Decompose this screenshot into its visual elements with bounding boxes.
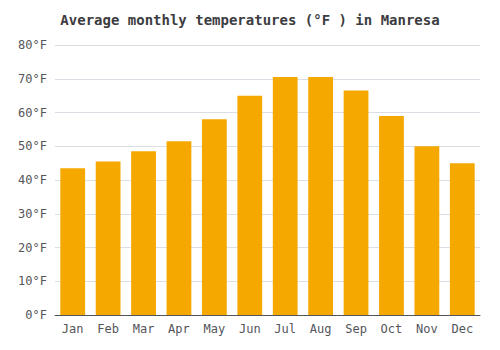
svg-text:70°F: 70°F [18,72,47,86]
svg-text:Average monthly temperatures (: Average monthly temperatures (°F ) in Ma… [60,12,439,28]
svg-text:Dec: Dec [451,322,473,336]
svg-text:Aug: Aug [310,322,332,336]
svg-text:40°F: 40°F [18,173,47,187]
svg-text:20°F: 20°F [18,241,47,255]
svg-text:0°F: 0°F [25,308,47,322]
svg-text:Jun: Jun [239,322,261,336]
svg-text:Mar: Mar [133,322,155,336]
svg-text:50°F: 50°F [18,139,47,153]
svg-text:May: May [204,322,226,336]
svg-text:Nov: Nov [416,322,438,336]
svg-text:Apr: Apr [168,322,190,336]
svg-text:60°F: 60°F [18,106,47,120]
svg-text:30°F: 30°F [18,207,47,221]
svg-text:Feb: Feb [97,322,119,336]
svg-text:Jul: Jul [274,322,296,336]
svg-text:Jan: Jan [62,322,84,336]
svg-text:Oct: Oct [381,322,403,336]
svg-text:Sep: Sep [345,322,367,336]
svg-text:80°F: 80°F [18,38,47,52]
svg-text:10°F: 10°F [18,274,47,288]
